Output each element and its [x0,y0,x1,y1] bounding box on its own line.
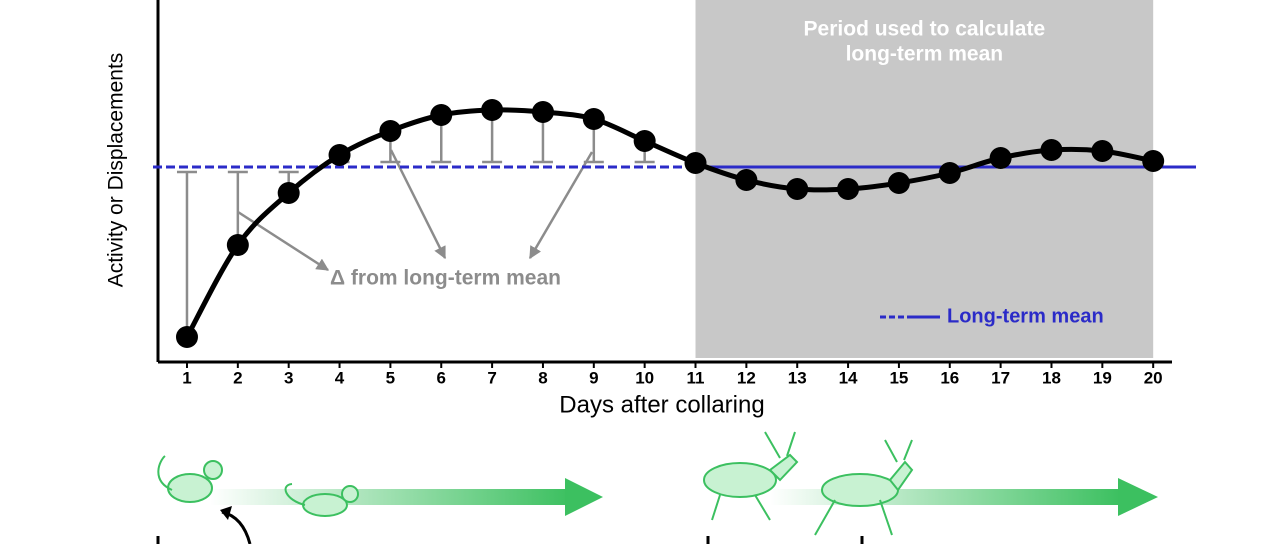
arrow-head [565,478,603,516]
data-point [887,172,910,194]
deer-icon [703,462,777,498]
monkey-icon [302,493,348,517]
data-point [175,326,198,348]
shaded-label: Period used to calculate [804,18,1046,41]
data-point [328,144,351,166]
data-point [1091,140,1114,162]
data-point [989,147,1012,169]
data-point [786,178,809,200]
arrow [237,210,330,272]
x-tick-label: 1 [182,368,191,387]
x-tick-label: 7 [487,368,496,387]
data-point [837,178,860,200]
x-tick-label: 19 [1093,368,1112,387]
x-tick-label: 20 [1144,368,1163,387]
arrow [528,151,594,260]
illustrations [156,431,1158,544]
deer-legs [711,494,893,536]
data-point [735,169,758,191]
x-axis-label: Days after collaring [559,391,764,418]
monkey-icon [167,473,213,503]
data-point [684,152,707,174]
shaded-label: long-term mean [846,43,1004,66]
deer-icon [888,460,914,492]
delta-annotation: Δ from long-term mean [330,267,561,290]
data-point [582,108,605,130]
arrow-head [1118,478,1158,516]
y-axis-label: Activity or Displacements [105,53,128,288]
monkey-tail [157,455,306,506]
data-point [633,130,656,152]
data-point [1040,139,1063,161]
data-point [938,162,961,184]
curved-arrow-head [220,506,232,520]
monkey-icon [203,460,223,480]
arrow-body [210,489,570,505]
x-tick-label: 3 [284,368,293,387]
data-point [277,182,300,204]
x-tick-label: 12 [737,368,756,387]
data-point [481,99,504,121]
x-tick-label: 16 [940,368,959,387]
data-point [1142,150,1165,172]
data-point [430,104,453,126]
x-tick-label: 8 [538,368,547,387]
monkey-icon [341,485,359,503]
x-tick-label: 6 [437,368,446,387]
x-tick-label: 18 [1042,368,1061,387]
x-tick-label: 13 [788,368,807,387]
data-point [531,101,554,123]
x-tick-label: 14 [839,368,858,387]
x-tick-label: 4 [335,368,345,387]
deer-icon [768,453,799,482]
x-tick-label: 2 [233,368,242,387]
x-tick-label: 11 [687,368,705,387]
x-tick-label: 15 [889,368,908,387]
x-tick-label: 10 [635,368,654,387]
data-point [379,120,402,142]
x-tick-label: 9 [589,368,598,387]
legend-label: Long-term mean [947,305,1104,327]
data-point [226,234,249,256]
x-tick-label: 17 [991,368,1010,387]
deer-antlers [764,431,913,463]
x-tick-label: 5 [386,368,395,387]
